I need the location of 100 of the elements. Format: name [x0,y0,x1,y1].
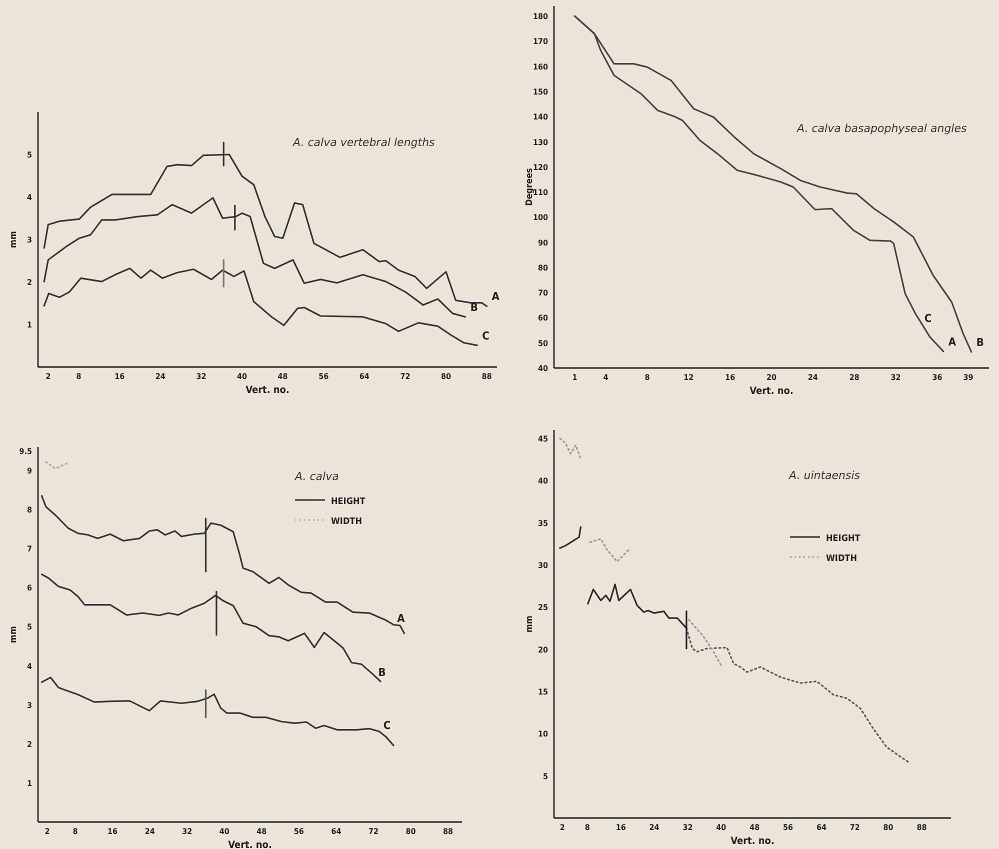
y-tick-label: 90 [538,238,548,248]
x-tick-label: 1 [572,373,578,382]
series-label: B [976,336,984,349]
text: A. calva vertebral lengths [292,136,436,149]
y-tick-label: 70 [538,288,548,298]
x-tick-label: 8 [76,372,82,381]
x-tick-label: 2 [46,372,51,381]
text: A. calva basapophyseal angles [796,122,967,135]
y-tick-label: 9.5 [19,446,32,456]
y-tick-label: 130 [532,138,548,147]
x-tick-label: 64 [359,372,370,381]
legend-label: WIDTH [826,554,858,564]
x-tick-label: 32 [196,372,206,381]
x-tick-label: 88 [482,372,492,381]
y-tick-label: 150 [532,87,548,96]
y-tick-label: 120 [532,162,548,172]
legend-label: HEIGHT [826,534,861,544]
series-label: A [492,290,500,304]
x-tick-label: 56 [318,372,329,381]
legend-label: HEIGHT [331,497,366,507]
y-tick-label: 5 [26,622,32,632]
y-tick-label: 10 [538,730,548,739]
y-tick-label: 4 [26,193,32,202]
x-axis-title: Vert. no. [750,386,794,397]
x-tick-label: 24 [808,373,818,382]
x-tick-label: 4 [603,373,608,382]
x-tick-label: 12 [684,373,694,382]
y-tick-label: 1 [26,778,32,788]
x-tick-label: 64 [816,823,826,832]
x-axis-title: Vert. no. [228,840,272,849]
x-tick-label: 72 [400,372,410,381]
text: A. calva [294,470,340,483]
y-tick-label: 50 [538,338,548,348]
y-tick-label: 170 [532,37,548,46]
x-tick-label: 16 [616,823,626,832]
x-tick-label: 56 [294,827,304,836]
y-tick-label: 140 [532,112,548,122]
x-tick-label: 40 [236,372,248,381]
annotation: C [924,312,932,325]
text: A. uintaensis [788,469,860,482]
y-tick-label: 25 [538,603,548,612]
x-tick-label: 16 [725,373,736,382]
y-tick-label: 110 [532,188,548,198]
x-axis-title: Vert. no. [730,836,774,847]
y-tick-label: 45 [538,434,548,444]
annotation: A [397,612,406,625]
x-tick-label: 16 [114,372,125,381]
y-axis-title: mm [9,626,19,643]
y-tick-label: 35 [538,518,548,528]
y-tick-label: 3 [26,236,32,244]
y-tick-label: 1 [26,320,32,330]
y-tick-label: 80 [538,263,548,272]
y-tick-label: 5 [26,150,32,160]
x-tick-label: 28 [849,373,860,382]
y-tick-label: 9 [26,466,32,476]
x-tick-label: 32 [682,823,693,832]
y-tick-label: 20 [538,645,548,654]
y-axis-title: mm [9,231,19,248]
x-tick-label: 8 [72,827,78,836]
y-tick-label: 160 [532,62,548,72]
series-label: B [470,300,478,314]
y-axis-title: mm [525,616,535,632]
x-tick-label: 24 [649,823,660,832]
x-tick-label: 20 [766,373,777,382]
y-tick-label: 100 [532,213,548,222]
y-tick-label: 60 [538,314,548,323]
y-tick-label: 2 [26,740,32,749]
y-tick-label: 30 [538,560,548,570]
y-tick-label: 2 [26,278,32,287]
annotation: C [383,719,391,732]
x-tick-label: 32 [182,827,192,836]
x-tick-label: 24 [155,372,166,381]
legend-label: WIDTH [331,517,362,527]
annotation: B [378,666,386,679]
x-tick-label: 72 [850,823,860,832]
y-tick-label: 8 [26,506,32,514]
x-tick-label: 48 [750,823,760,832]
x-tick-label: 80 [883,823,894,832]
y-tick-label: 6 [26,584,32,593]
x-tick-label: 24 [144,827,155,836]
x-tick-label: 8 [644,373,650,382]
y-tick-label: 7 [26,544,32,554]
x-tick-label: 80 [406,827,416,836]
y-tick-label: 180 [532,12,548,22]
x-axis-title: Vert. no. [246,385,290,396]
x-tick-label: 88 [443,827,454,836]
x-tick-label: 64 [331,827,342,836]
x-tick-label: 40 [219,827,230,836]
x-tick-label: 72 [368,827,378,836]
x-tick-label: 48 [256,827,267,836]
x-tick-label: 56 [783,823,794,832]
x-tick-label: 8 [584,823,590,832]
x-tick-label: 32 [890,373,901,382]
series-label: A [948,335,956,348]
x-tick-label: 48 [278,372,288,381]
y-tick-label: 5 [542,772,548,781]
x-tick-label: 2 [560,823,565,832]
x-tick-label: 36 [932,373,942,382]
x-tick-label: 88 [916,823,927,832]
x-tick-label: 39 [963,373,974,382]
